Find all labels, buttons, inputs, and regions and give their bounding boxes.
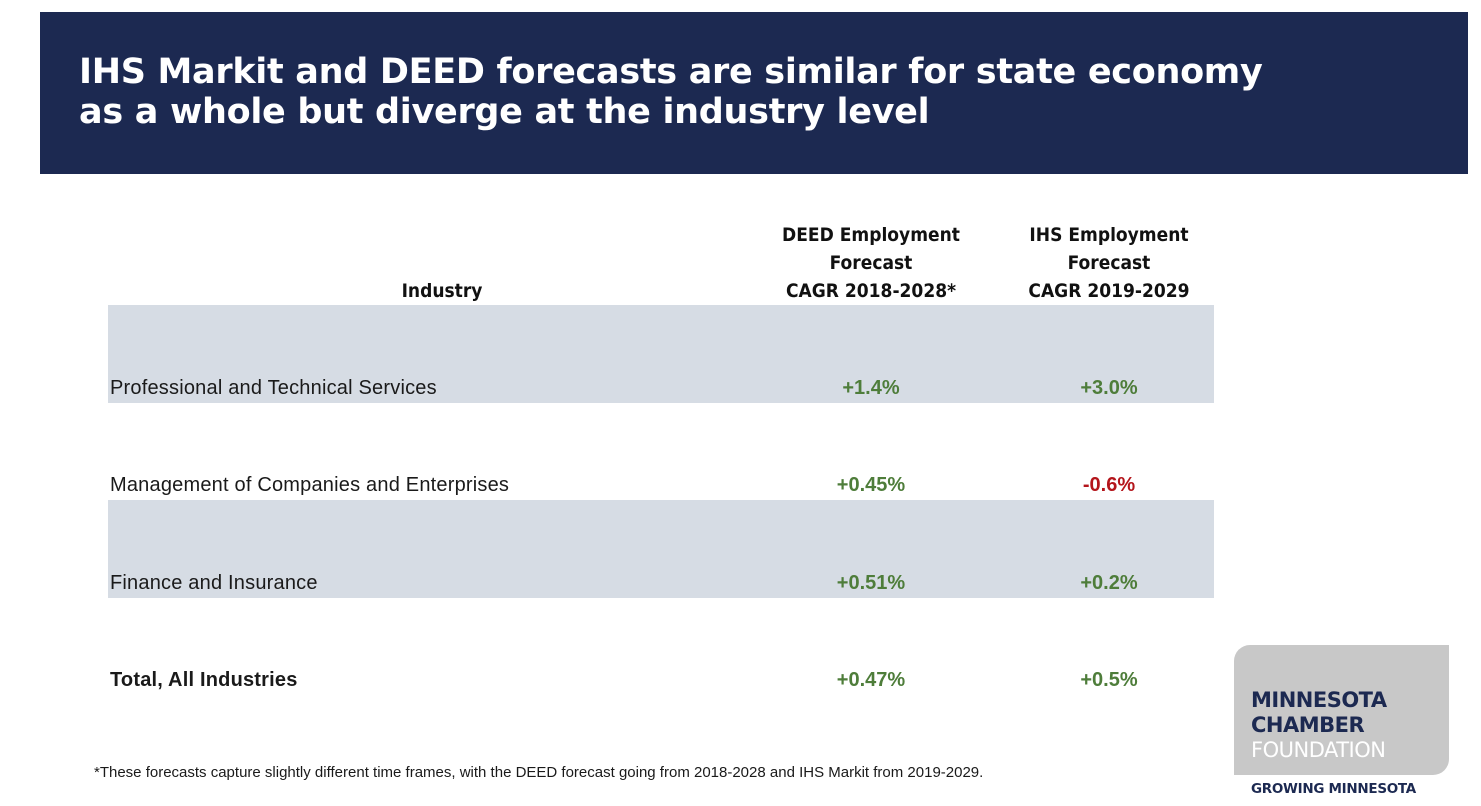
logo-tagline: GROWING MINNESOTA (1251, 781, 1416, 797)
ihs-value: +3.0% (1080, 376, 1138, 399)
ihs-value: +0.5% (1080, 669, 1138, 691)
table-row: Finance and Insurance +0.51% +0.2% (108, 500, 1214, 598)
slide-title: IHS Markit and DEED forecasts are simila… (79, 52, 1263, 132)
ihs-value: +0.2% (1080, 571, 1138, 594)
forecast-table: Industry DEED Employment Forecast CAGR 2… (108, 216, 1214, 695)
industry-name: Professional and Technical Services (110, 376, 437, 399)
deed-value: +1.4% (842, 376, 900, 399)
logo-line-1: MINNESOTA (1251, 688, 1387, 712)
industry-name: Finance and Insurance (110, 571, 318, 594)
logo-line-2: CHAMBER (1251, 713, 1365, 737)
logo-line-3: FOUNDATION (1251, 738, 1386, 762)
table-row: Management of Companies and Enterprises … (108, 403, 1214, 501)
industry-name-total: Total, All Industries (110, 669, 298, 691)
table-row: Professional and Technical Services +1.4… (108, 305, 1214, 403)
industry-name: Management of Companies and Enterprises (110, 474, 510, 496)
title-banner (40, 12, 1468, 174)
footnote: *These forecasts capture slightly differ… (94, 764, 984, 781)
deed-value: +0.51% (836, 571, 906, 594)
table-header-row: Industry DEED Employment Forecast CAGR 2… (108, 216, 1214, 305)
header-industry: Industry (401, 280, 483, 302)
deed-value: +0.47% (836, 669, 906, 691)
deed-value: +0.45% (836, 474, 906, 496)
header-ihs-forecast: IHS Employment Forecast CAGR 2019-2029 (1028, 224, 1190, 302)
minnesota-chamber-foundation-logo: MINNESOTA CHAMBER FOUNDATION (1234, 645, 1449, 775)
header-deed-forecast: DEED Employment Forecast CAGR 2018-2028* (782, 224, 960, 302)
table-row-total: Total, All Industries +0.47% +0.5% (108, 598, 1214, 696)
ihs-value: -0.6% (1082, 474, 1136, 496)
